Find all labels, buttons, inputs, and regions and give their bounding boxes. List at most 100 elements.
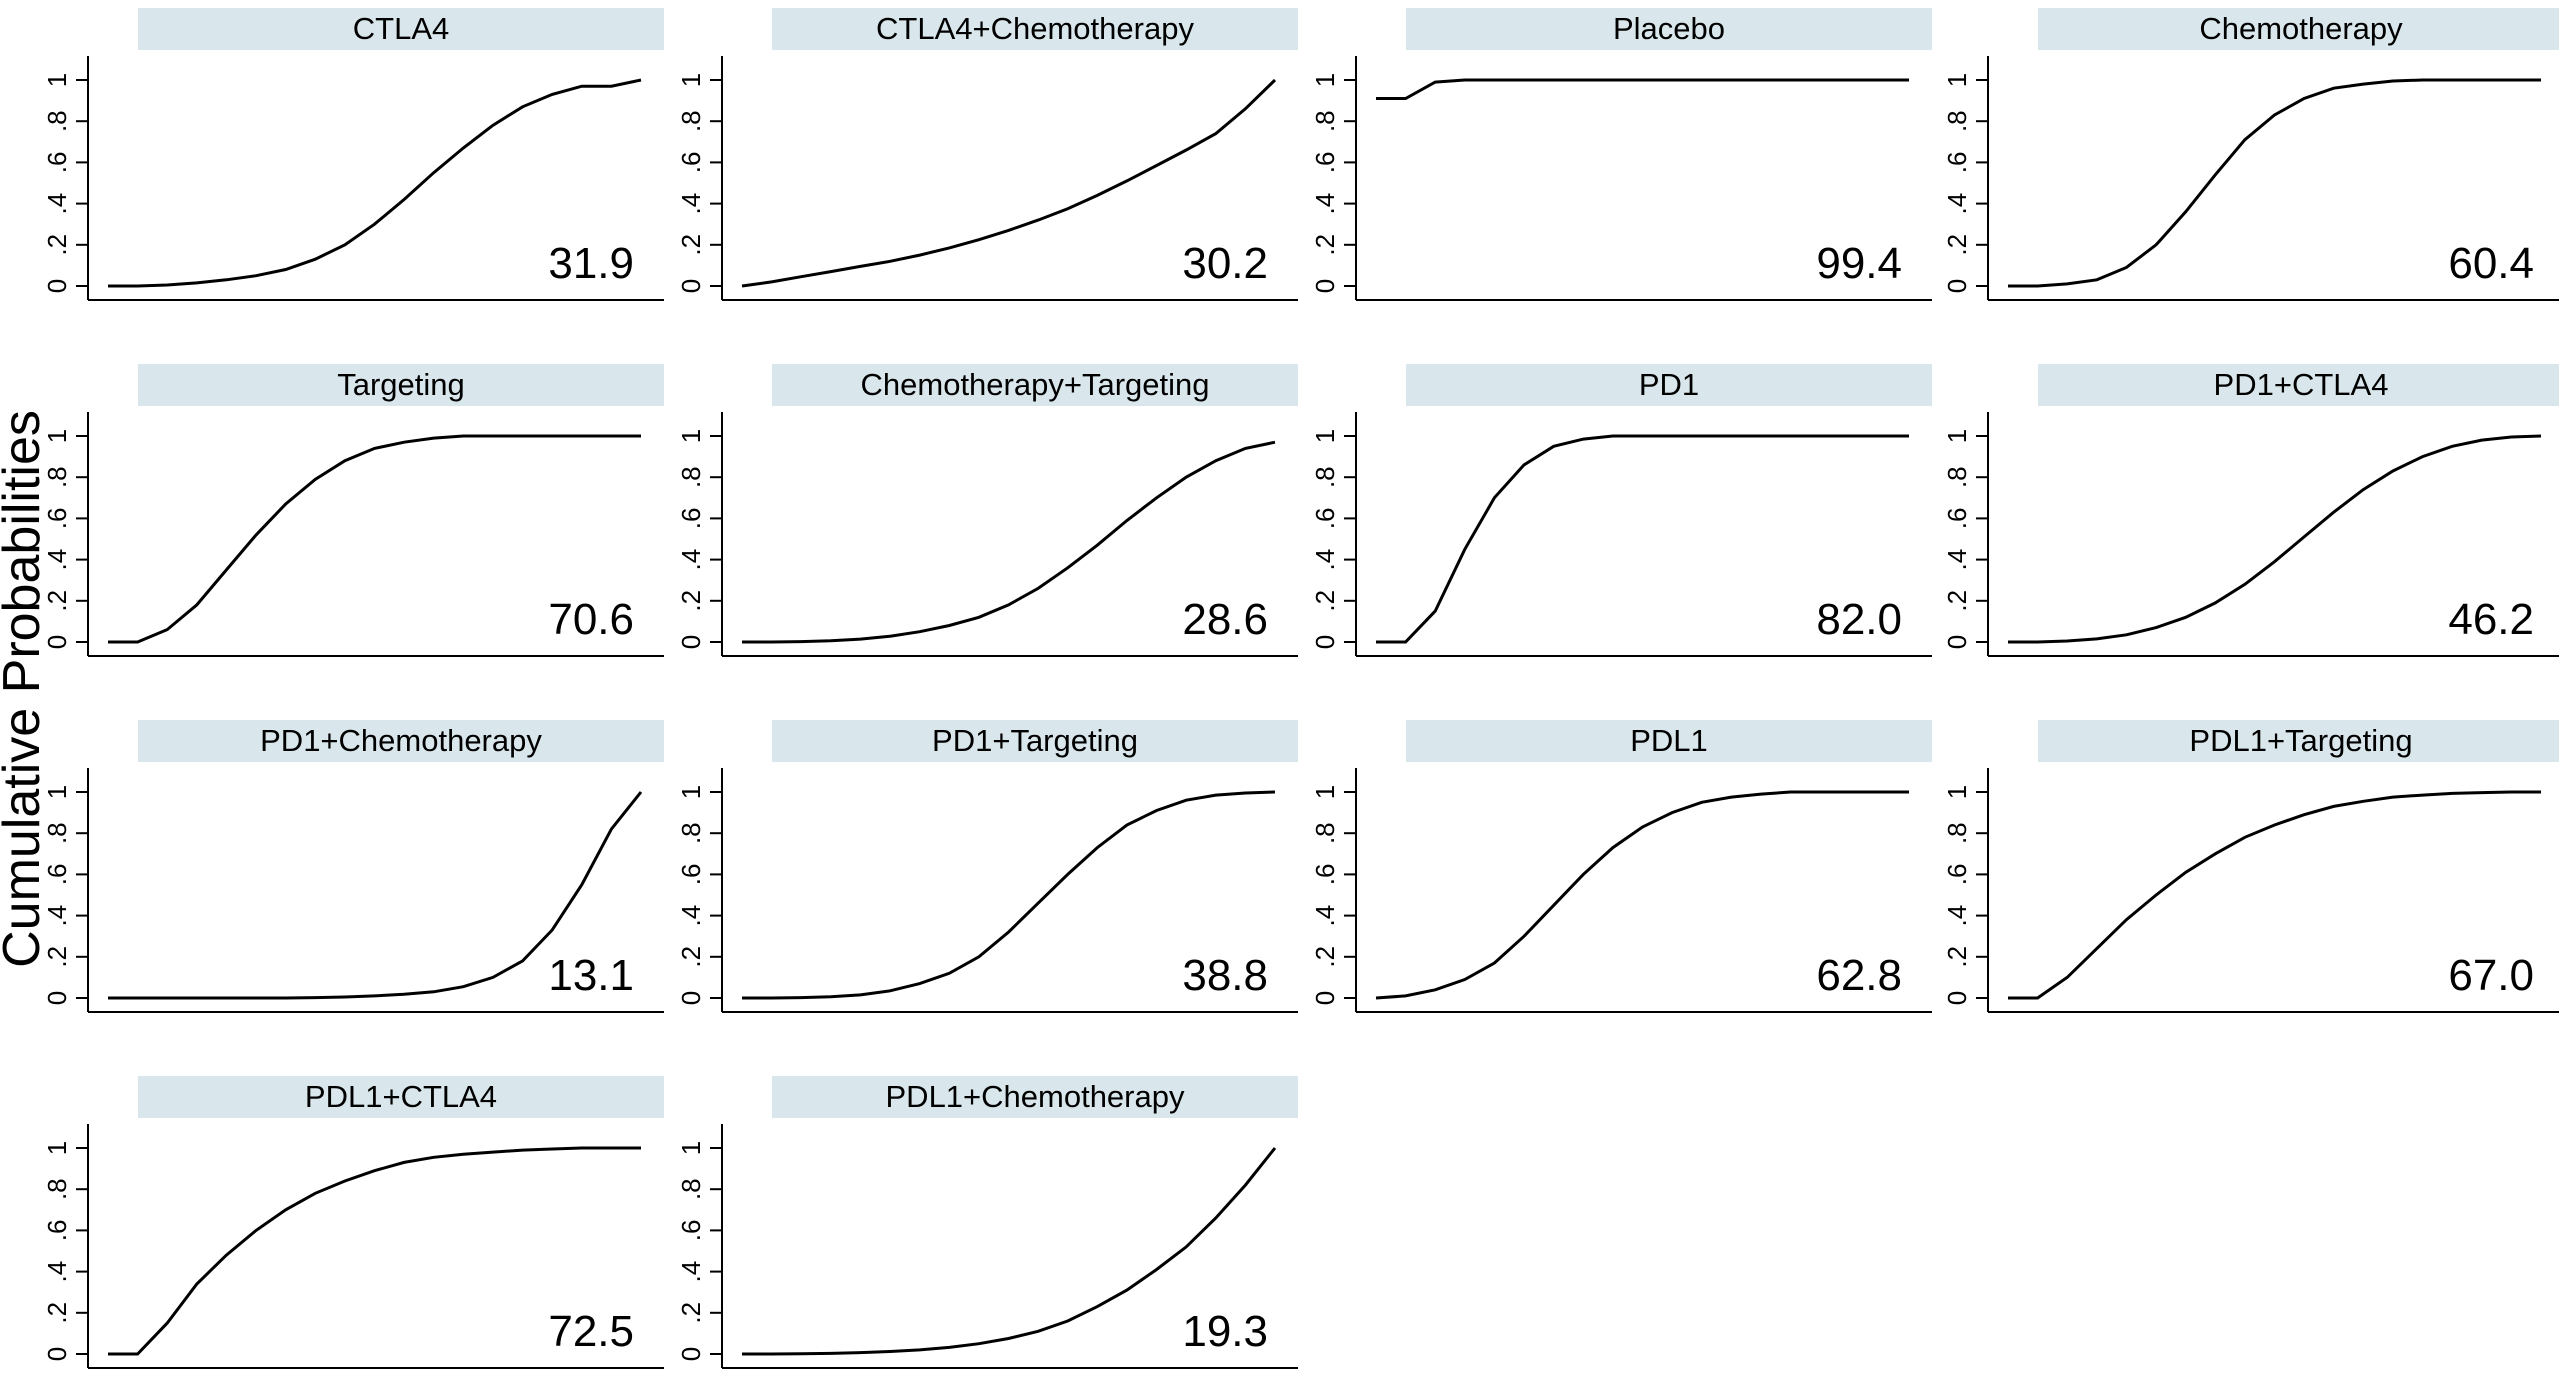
sucra-value: 28.6 xyxy=(1182,595,1268,644)
y-tick-label: 1 xyxy=(1310,73,1340,87)
y-tick-label: 0 xyxy=(676,635,706,649)
sucra-value: 30.2 xyxy=(1182,239,1268,288)
cumulative-ranking-line xyxy=(108,791,643,1000)
y-tick-label: 0 xyxy=(42,635,72,649)
y-tick-label: 0 xyxy=(1310,279,1340,293)
panel-strip xyxy=(772,720,1298,762)
y-tick-label: .8 xyxy=(42,1178,72,1200)
y-tick-label: 1 xyxy=(676,785,706,799)
panel-title: Targeting xyxy=(337,367,465,402)
y-tick-label: .8 xyxy=(42,110,72,132)
sucra-value: 67.0 xyxy=(2448,951,2534,1000)
y-tick-label: 1 xyxy=(42,429,72,443)
y-tick-label: 0 xyxy=(42,1347,72,1361)
y-tick-label: .6 xyxy=(676,152,706,174)
y-tick-label: .2 xyxy=(1942,590,1972,612)
y-tick-label: 0 xyxy=(1942,635,1972,649)
panel-strip xyxy=(2038,364,2559,406)
y-tick-label: .6 xyxy=(676,864,706,886)
cumulative-ranking-line xyxy=(742,1147,1277,1356)
panel-title: CTLA4+Chemotherapy xyxy=(876,11,1194,46)
panel-strip xyxy=(2038,8,2559,50)
panel-title: PDL1+CTLA4 xyxy=(305,1079,497,1114)
panel-strip xyxy=(2038,720,2559,762)
cumulative-ranking-line xyxy=(108,434,641,644)
panel-strip xyxy=(138,8,664,50)
y-tick-label: .4 xyxy=(42,905,72,927)
y-tick-label: 0 xyxy=(676,1347,706,1361)
panel-title: Placebo xyxy=(1613,11,1725,46)
cumulative-ranking-line xyxy=(2008,434,2542,644)
cumulative-ranking-line xyxy=(108,1146,641,1356)
y-tick-label: .2 xyxy=(42,1302,72,1324)
y-tick-label: .6 xyxy=(42,1220,72,1242)
y-tick-label: .4 xyxy=(1310,549,1340,571)
y-tick-label: .4 xyxy=(1942,193,1972,215)
panel-strip xyxy=(138,364,664,406)
panel-title: Chemotherapy xyxy=(2199,11,2403,46)
y-tick-label: .8 xyxy=(676,466,706,488)
cumulative-ranking-line xyxy=(742,790,1276,1000)
cumulative-ranking-line xyxy=(1376,434,1909,644)
y-tick-label: 0 xyxy=(676,279,706,293)
y-tick-label: .2 xyxy=(676,1302,706,1324)
panel-strip xyxy=(1406,364,1932,406)
panel-title: Chemotherapy+Targeting xyxy=(861,367,1210,402)
y-tick-label: .4 xyxy=(1942,549,1972,571)
panel-title: PDL1+Chemotherapy xyxy=(886,1079,1185,1114)
y-tick-label: .2 xyxy=(1310,234,1340,256)
sucra-value: 72.5 xyxy=(548,1307,634,1356)
y-tick-label: 0 xyxy=(1310,991,1340,1005)
panel-title: PD1+CTLA4 xyxy=(2214,367,2389,402)
y-tick-label: .8 xyxy=(42,822,72,844)
y-tick-label: 1 xyxy=(676,1141,706,1155)
y-tick-label: .6 xyxy=(1942,508,1972,530)
y-tick-label: 1 xyxy=(42,785,72,799)
y-tick-label: .2 xyxy=(1310,590,1340,612)
cumulative-ranking-line xyxy=(1376,78,1909,100)
y-tick-label: 1 xyxy=(42,73,72,87)
y-tick-label: .4 xyxy=(676,1261,706,1283)
y-tick-label: 0 xyxy=(42,991,72,1005)
y-tick-label: .2 xyxy=(676,234,706,256)
y-tick-label: .2 xyxy=(1942,234,1972,256)
y-tick-label: 1 xyxy=(42,1141,72,1155)
cumulative-ranking-line xyxy=(2008,78,2541,288)
y-tick-label: 1 xyxy=(1942,429,1972,443)
y-tick-label: 0 xyxy=(42,279,72,293)
cumulative-ranking-line xyxy=(742,440,1276,644)
panel-strip xyxy=(138,720,664,762)
y-tick-label: .6 xyxy=(42,864,72,886)
y-tick-label: .8 xyxy=(1310,822,1340,844)
y-tick-label: .2 xyxy=(42,234,72,256)
y-tick-label: .4 xyxy=(676,905,706,927)
y-tick-label: .2 xyxy=(42,946,72,968)
y-tick-label: .6 xyxy=(42,152,72,174)
panel-strip xyxy=(772,364,1298,406)
y-tick-label: .6 xyxy=(1310,508,1340,530)
cumulative-ranking-line xyxy=(108,78,642,288)
y-tick-label: .4 xyxy=(1310,193,1340,215)
panel-strip xyxy=(1406,720,1932,762)
y-tick-label: .8 xyxy=(676,110,706,132)
y-tick-label: 0 xyxy=(1942,991,1972,1005)
y-tick-label: .8 xyxy=(676,1178,706,1200)
panel-strip xyxy=(1406,8,1932,50)
cumulative-ranking-line xyxy=(2008,790,2541,1000)
y-tick-label: 0 xyxy=(1942,279,1972,293)
y-tick-label: .2 xyxy=(42,590,72,612)
panel-title: PDL1+Targeting xyxy=(2189,723,2412,758)
sucra-value: 82.0 xyxy=(1816,595,1902,644)
y-tick-label: 0 xyxy=(676,991,706,1005)
sucra-value: 46.2 xyxy=(2448,595,2534,644)
y-tick-label: .8 xyxy=(1310,110,1340,132)
y-tick-label: .8 xyxy=(1942,110,1972,132)
y-tick-label: .8 xyxy=(1942,466,1972,488)
y-tick-label: .2 xyxy=(676,590,706,612)
sucra-value: 13.1 xyxy=(548,951,634,1000)
y-tick-label: .4 xyxy=(42,549,72,571)
y-tick-label: .6 xyxy=(1310,152,1340,174)
y-tick-label: .6 xyxy=(1942,864,1972,886)
panel-title: CTLA4 xyxy=(353,11,449,46)
